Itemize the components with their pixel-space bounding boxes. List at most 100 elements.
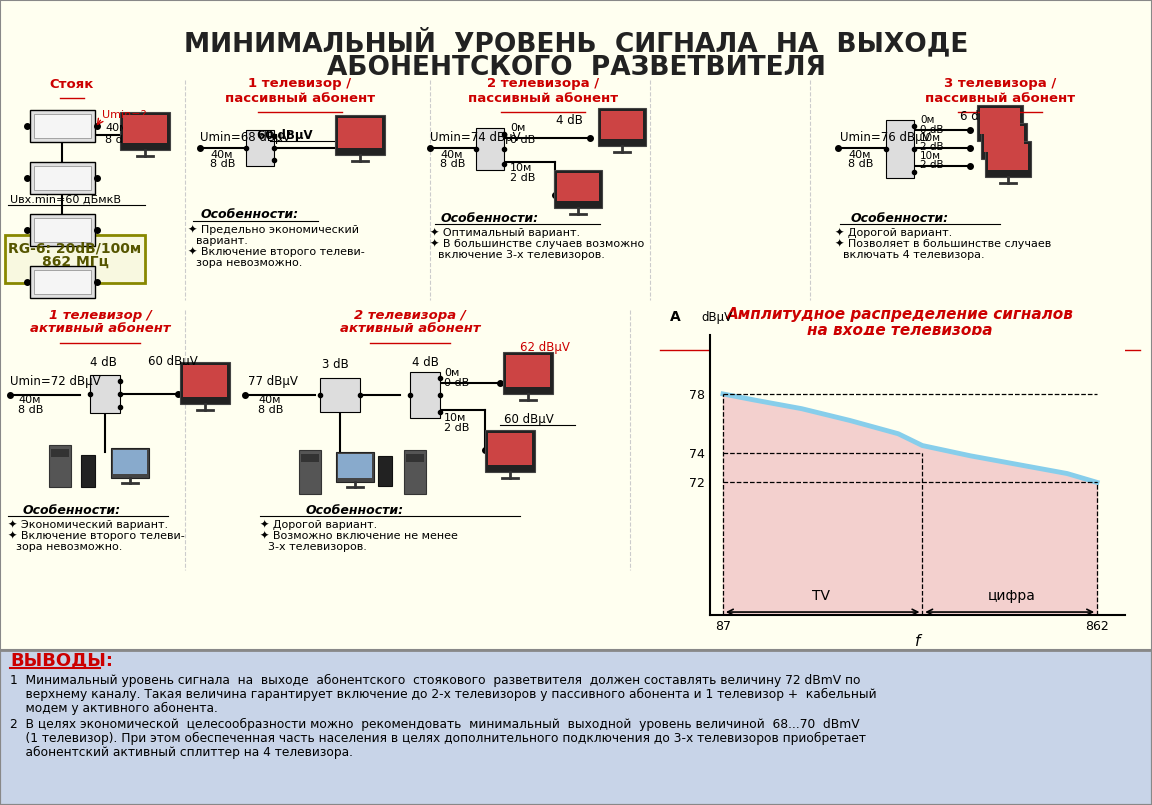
Text: ✦ Дорогой вариант.: ✦ Дорогой вариант. [260,520,377,530]
Text: ✦ Экономический вариант.: ✦ Экономический вариант. [8,520,168,530]
Text: активный абонент: активный абонент [340,323,480,336]
Text: 40м: 40м [848,150,871,160]
Text: 60 dBμV: 60 dBμV [505,414,554,427]
Text: ✦ В большинстве случаев возможно: ✦ В большинстве случаев возможно [430,239,644,250]
Text: 77 dBμV: 77 dBμV [248,375,298,389]
Text: dBμV: dBμV [702,311,733,324]
Text: 0 dB: 0 dB [444,378,469,388]
Text: 2 dB: 2 dB [920,142,943,152]
Bar [0,650,1152,805]
Text: 0м: 0м [444,368,460,378]
Text: 3-х телевизоров.: 3-х телевизоров. [268,542,366,552]
Text: 40м: 40м [440,150,462,160]
Text: 3 dB: 3 dB [323,358,349,371]
Text: пассивный абонент: пассивный абонент [925,92,1075,105]
Bar [982,123,1026,159]
Text: RG-6: 20dB/100м: RG-6: 20dB/100м [8,241,142,255]
Text: 8 dB: 8 dB [258,405,283,415]
Bar [985,141,1031,177]
Bar [338,454,372,478]
Text: Umin=72 dBμV: Umin=72 dBμV [10,375,100,389]
Bar [338,118,382,148]
Bar [50,445,71,487]
Text: 4 dB: 4 dB [556,114,583,126]
Text: Uвх.min=60 дБмкВ: Uвх.min=60 дБмкВ [10,195,121,205]
Bar [336,452,374,482]
Bar [984,126,1024,152]
Text: Umin=76 dBμV: Umin=76 dBμV [840,130,931,143]
Bar [506,355,550,387]
Text: 2 dB: 2 dB [444,423,469,433]
Text: 8 dB: 8 dB [210,159,235,169]
Text: активный абонент: активный абонент [30,323,170,336]
Text: на входе телевизора: на входе телевизора [808,323,993,337]
Text: 1  Минимальный уровень сигнала  на  выходе  абонентского  стоякового  разветвите: 1 Минимальный уровень сигнала на выходе … [10,674,861,687]
Text: 0м: 0м [510,123,525,133]
Text: 0 dB: 0 dB [920,125,943,135]
Bar [51,449,69,457]
Text: 8 dB: 8 dB [105,135,130,145]
Text: 0м: 0м [920,115,934,125]
Text: зора невозможно.: зора невозможно. [196,258,302,268]
Text: МИНИМАЛЬНЫЙ  УРОВЕНЬ  СИГНАЛА  НА  ВЫХОДЕ: МИНИМАЛЬНЫЙ УРОВЕНЬ СИГНАЛА НА ВЫХОДЕ [184,28,968,58]
Text: Стояк: Стояк [50,77,94,90]
Text: ✦ Возможно включение не менее: ✦ Возможно включение не менее [260,531,457,541]
Bar [5,235,145,283]
Text: ✦ Оптимальный вариант.: ✦ Оптимальный вариант. [430,228,581,238]
Bar [35,166,91,190]
Text: A: A [670,310,681,324]
Text: ✦ Включение второго телеви-: ✦ Включение второго телеви- [188,246,365,258]
Text: пассивный абонент: пассивный абонент [468,92,619,105]
Text: 2  В целях экономической  целесообразности можно  рекомендовать  минимальный  вы: 2 В целях экономической целесообразности… [10,717,859,731]
Bar [485,430,535,472]
Bar [81,455,94,487]
Bar [301,454,319,462]
Text: 10м: 10м [920,133,941,143]
Text: ✦ Дорогой вариант.: ✦ Дорогой вариант. [835,228,953,238]
Text: 40м: 40м [105,123,128,133]
Text: 4 dB: 4 dB [412,356,439,369]
Bar [30,110,94,142]
Bar [247,130,274,166]
Bar [30,214,94,246]
Text: модем у активного абонента.: модем у активного абонента. [10,701,218,715]
Bar [601,111,643,139]
Text: 10м: 10м [444,413,467,423]
Bar [111,448,149,478]
Text: 10м: 10м [510,163,532,173]
Bar [378,456,392,486]
Text: 40м: 40м [18,395,40,405]
Bar [554,170,602,208]
Text: ВЫВОДЫ:: ВЫВОДЫ: [10,651,113,669]
Bar [0,0,1152,650]
Text: 2 телевизора /: 2 телевизора / [354,308,465,321]
Bar [558,173,599,201]
Bar [406,454,424,462]
Bar [988,144,1028,170]
Text: включение 3-х телевизоров.: включение 3-х телевизоров. [438,250,605,260]
Bar [886,120,914,178]
Bar [35,114,91,138]
Bar [335,115,385,155]
Text: АБОНЕНТСКОГО  РАЗВЕТВИТЕЛЯ: АБОНЕНТСКОГО РАЗВЕТВИТЕЛЯ [326,55,826,81]
Text: ✦ Включение второго телеви-: ✦ Включение второго телеви- [8,530,184,541]
Text: 40м: 40м [210,150,233,160]
Bar [980,108,1020,134]
Text: 8 dB: 8 dB [440,159,465,169]
Bar [123,115,167,143]
Text: 60 dBμV: 60 dBμV [147,356,198,369]
Text: верхнему каналу. Такая величина гарантирует включение до 2-х телевизоров у пасси: верхнему каналу. Такая величина гарантир… [10,687,877,700]
Bar [120,112,170,150]
Text: Особенности:: Особенности: [200,208,300,221]
Text: абонентский активный сплиттер на 4 телевизора.: абонентский активный сплиттер на 4 телев… [10,745,353,758]
Bar [35,270,91,294]
Bar [598,108,646,146]
Bar [183,365,227,397]
Bar [90,375,120,413]
Bar [300,450,321,494]
Bar [503,352,553,394]
Bar [488,433,532,465]
Text: 3 телевизора /: 3 телевизора / [943,77,1056,90]
Text: Umin=74 dBμV: Umin=74 dBμV [430,130,521,143]
Text: цифра: цифра [987,589,1036,603]
